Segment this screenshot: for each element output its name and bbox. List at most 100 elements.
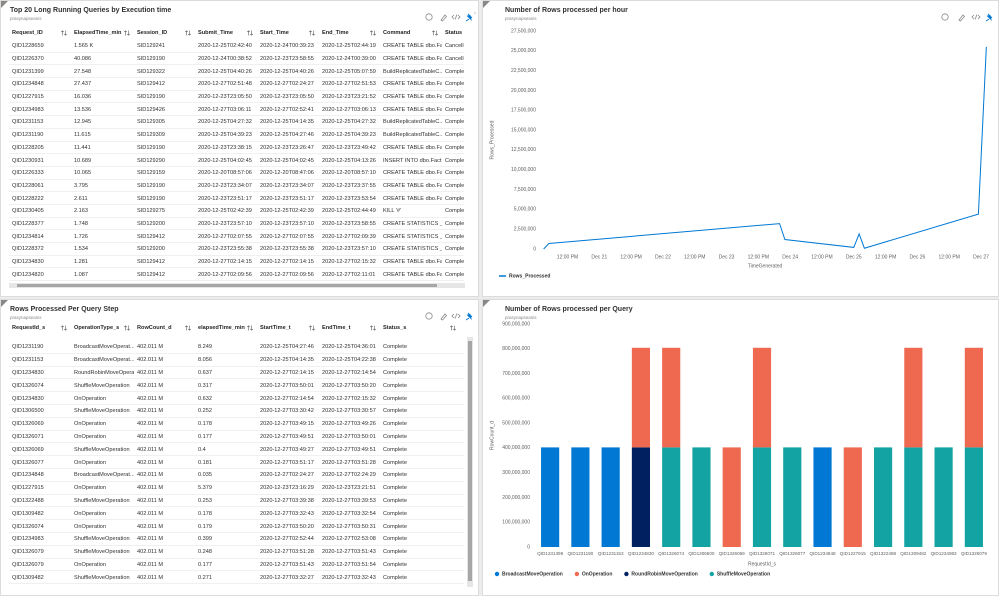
sort-glyph[interactable] (247, 30, 253, 36)
scroll-thumb[interactable] (17, 284, 437, 287)
v-scrollbar[interactable] (467, 337, 473, 587)
table-cell: SID129412 (137, 259, 165, 266)
column-name: ElapsedTime_min (74, 30, 122, 36)
header-cell[interactable]: StartTime_t (257, 322, 319, 334)
table-row: QID1234830 1.281 SID129412 2020-12-27T02:14… (9, 256, 464, 269)
table-cell: 402.011 M (137, 344, 164, 351)
header-cell[interactable]: EndTime_t (319, 322, 380, 334)
sort-glyph[interactable] (432, 30, 438, 36)
table-cell: 2020-12-27T03:50:31 (322, 523, 376, 530)
sort-icon[interactable] (124, 325, 130, 331)
table-cell: Complete (445, 81, 464, 88)
sort-icon[interactable] (185, 325, 191, 331)
sort-icon[interactable] (247, 30, 253, 36)
sort-icon[interactable] (61, 30, 67, 36)
header-cell[interactable]: Status_s (380, 322, 460, 334)
code-icon[interactable] (971, 14, 981, 20)
sort-icon[interactable] (247, 325, 253, 331)
header-cell[interactable]: OperationType_s (71, 322, 134, 334)
table-cell: 2020-12-27T03:06:13 (322, 106, 376, 113)
sort-glyph[interactable] (309, 30, 315, 36)
header-cell[interactable]: Start_Time (257, 27, 319, 39)
h-scrollbar[interactable] (9, 283, 465, 288)
edit-icon[interactable] (440, 14, 448, 22)
x-tick-label: QID1231399 (537, 551, 563, 556)
x-tick-label: 12:00 PM (620, 254, 641, 260)
column-name: Session_ID (137, 30, 168, 36)
refresh-icon[interactable] (941, 13, 949, 21)
header-cell[interactable]: Command (380, 27, 442, 39)
sort-glyph[interactable] (61, 325, 67, 331)
table-cell: 2020-12-25T04:36:01 (322, 344, 376, 351)
header-cell[interactable]: Session_ID (134, 27, 195, 39)
sort-icon[interactable] (309, 325, 315, 331)
sort-glyph[interactable] (124, 325, 130, 331)
header-cell[interactable]: Status (442, 27, 464, 39)
header-cell[interactable]: elapsedTime_min (195, 322, 257, 334)
sort-glyph[interactable] (247, 325, 253, 331)
header-cell[interactable]: RowCount_d (134, 322, 195, 334)
sort-icon[interactable] (370, 325, 376, 331)
code-icon[interactable] (451, 14, 461, 20)
header-cell[interactable]: RequestId_s (9, 322, 71, 334)
header-cell[interactable]: End_Time (319, 27, 380, 39)
scroll-thumb[interactable] (468, 341, 472, 581)
more-icon[interactable] (474, 12, 476, 14)
bar-segment (571, 447, 590, 547)
table-row: QID1326077 OnOperation 402.011 M 0.181 2020-… (9, 456, 464, 469)
pin-icon[interactable] (465, 312, 473, 321)
table-cell: CREATE TABLE dbo.Fac... (383, 195, 442, 202)
sort-icon[interactable] (185, 30, 191, 36)
y-tick-label: 5,000,000 (514, 207, 536, 213)
table-cell: 402.011 M (137, 433, 164, 440)
pin-icon[interactable] (465, 13, 473, 22)
sort-glyph[interactable] (309, 325, 315, 331)
sort-icon[interactable] (432, 30, 438, 36)
column-name: StartTime_t (260, 325, 291, 331)
table-cell: 2020-12-23T23:26:47 (260, 144, 314, 151)
table-cell: QID1326069 (12, 446, 44, 453)
y-tick-label: 200,000,000 (502, 495, 530, 501)
sort-glyph[interactable] (370, 30, 376, 36)
table-cell: CREATE TABLE dbo.Fac... (383, 271, 442, 278)
y-tick-label: 600,000,000 (502, 396, 530, 402)
header-cell[interactable]: ElapsedTime_min (71, 27, 134, 39)
sort-glyph[interactable] (185, 30, 191, 36)
table-cell: Complete (445, 182, 464, 189)
sort-glyph[interactable] (124, 30, 130, 36)
x-tick-label: QID1306500 (688, 551, 714, 556)
table-cell: QID1234983 (12, 536, 44, 543)
sort-icon[interactable] (61, 325, 67, 331)
table-cell: 0.035 (198, 472, 212, 479)
edit-icon[interactable] (440, 313, 448, 321)
bar-segment (783, 447, 802, 547)
table-row: QID1234983 13.536 SID129426 2020-12-27T03:0… (9, 103, 464, 117)
table-cell: 0.271 (198, 574, 212, 581)
refresh-icon[interactable] (425, 312, 433, 320)
header-cell[interactable]: Submit_Time (195, 27, 257, 39)
code-icon[interactable] (451, 313, 461, 319)
rows-per-query-tile: Number of Rows processed per Query prasy… (482, 299, 999, 596)
sort-icon[interactable] (124, 30, 130, 36)
table-cell: 0.177 (198, 561, 212, 568)
table-cell: Complete (383, 549, 407, 556)
edit-icon[interactable] (958, 14, 966, 22)
table-cell: QID1230931 (12, 157, 44, 164)
queries-grid: Request_ID ElapsedTime_min Session_ID Submi… (9, 27, 464, 282)
header-cell[interactable]: Request_ID (9, 27, 71, 39)
table-cell: 402.011 M (137, 549, 164, 556)
refresh-icon[interactable] (425, 13, 433, 21)
table-cell: 2020-12-27T03:32:54 (322, 510, 376, 517)
sort-glyph[interactable] (185, 325, 191, 331)
table-cell: SID129290 (137, 157, 165, 164)
sort-icon[interactable] (370, 30, 376, 36)
table-cell: SID129159 (137, 170, 165, 177)
bar-segment (752, 447, 772, 547)
sort-icon[interactable] (450, 325, 456, 331)
sort-glyph[interactable] (61, 30, 67, 36)
sort-glyph[interactable] (450, 325, 456, 331)
table-cell: 40.086 (74, 56, 92, 63)
sort-glyph[interactable] (370, 325, 376, 331)
sort-icon[interactable] (309, 30, 315, 36)
pin-icon[interactable] (985, 13, 993, 22)
